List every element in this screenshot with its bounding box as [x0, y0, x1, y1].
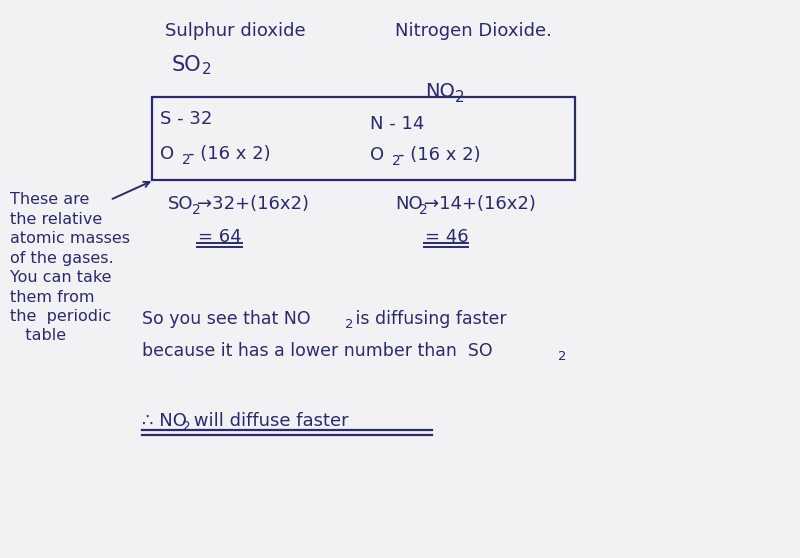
Text: of the gases.: of the gases. [10, 251, 114, 266]
Text: table: table [10, 329, 66, 344]
Text: Sulphur dioxide: Sulphur dioxide [165, 22, 306, 40]
Text: S - 32: S - 32 [160, 110, 212, 128]
Text: 2: 2 [345, 318, 354, 331]
Text: SO: SO [172, 55, 202, 75]
Text: O: O [160, 145, 174, 163]
Text: 2: 2 [182, 153, 190, 167]
Text: NO: NO [425, 82, 455, 101]
Text: 2: 2 [558, 350, 566, 363]
Text: So you see that NO: So you see that NO [142, 310, 310, 328]
Text: - (16 x 2): - (16 x 2) [188, 145, 270, 163]
Text: O: O [370, 146, 384, 164]
Text: = 46: = 46 [425, 228, 469, 246]
Text: 2: 2 [202, 62, 212, 77]
Text: atomic masses: atomic masses [10, 231, 130, 246]
Text: Nitrogen Dioxide.: Nitrogen Dioxide. [395, 22, 552, 40]
Text: because it has a lower number than  SO: because it has a lower number than SO [142, 342, 493, 360]
Text: - (16 x 2): - (16 x 2) [398, 146, 481, 164]
Text: 2: 2 [182, 420, 190, 434]
Text: These are: These are [10, 192, 90, 207]
Text: You can take: You can take [10, 270, 111, 285]
Bar [152, 97, 575, 180]
Text: NO: NO [395, 195, 422, 213]
Text: →32+(16x2): →32+(16x2) [197, 195, 309, 213]
Text: 2: 2 [392, 154, 401, 168]
Text: 2: 2 [192, 203, 201, 217]
Text: SO: SO [168, 195, 194, 213]
Text: →14+(16x2): →14+(16x2) [424, 195, 536, 213]
Text: the  periodic: the periodic [10, 309, 111, 324]
Text: the relative: the relative [10, 211, 102, 227]
Text: is diffusing faster: is diffusing faster [350, 310, 506, 328]
Text: 2: 2 [455, 90, 465, 105]
Text: them from: them from [10, 290, 94, 305]
Text: will diffuse faster: will diffuse faster [188, 412, 349, 430]
Text: 2: 2 [419, 203, 428, 217]
Text: = 64: = 64 [198, 228, 242, 246]
Text: ∴ NO: ∴ NO [142, 412, 187, 430]
Text: N - 14: N - 14 [370, 115, 424, 133]
